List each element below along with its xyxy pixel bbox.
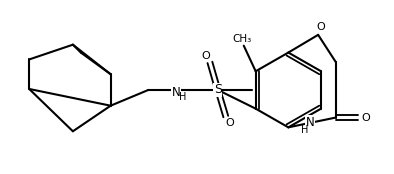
Text: O: O	[361, 113, 370, 122]
Text: N: N	[172, 86, 180, 99]
Text: H: H	[301, 125, 308, 135]
Text: O: O	[225, 118, 234, 128]
Text: H: H	[179, 92, 187, 102]
Text: O: O	[317, 22, 325, 32]
Text: CH₃: CH₃	[232, 34, 251, 44]
Text: N: N	[306, 116, 314, 129]
Text: S: S	[214, 84, 222, 96]
Text: O: O	[202, 50, 210, 61]
